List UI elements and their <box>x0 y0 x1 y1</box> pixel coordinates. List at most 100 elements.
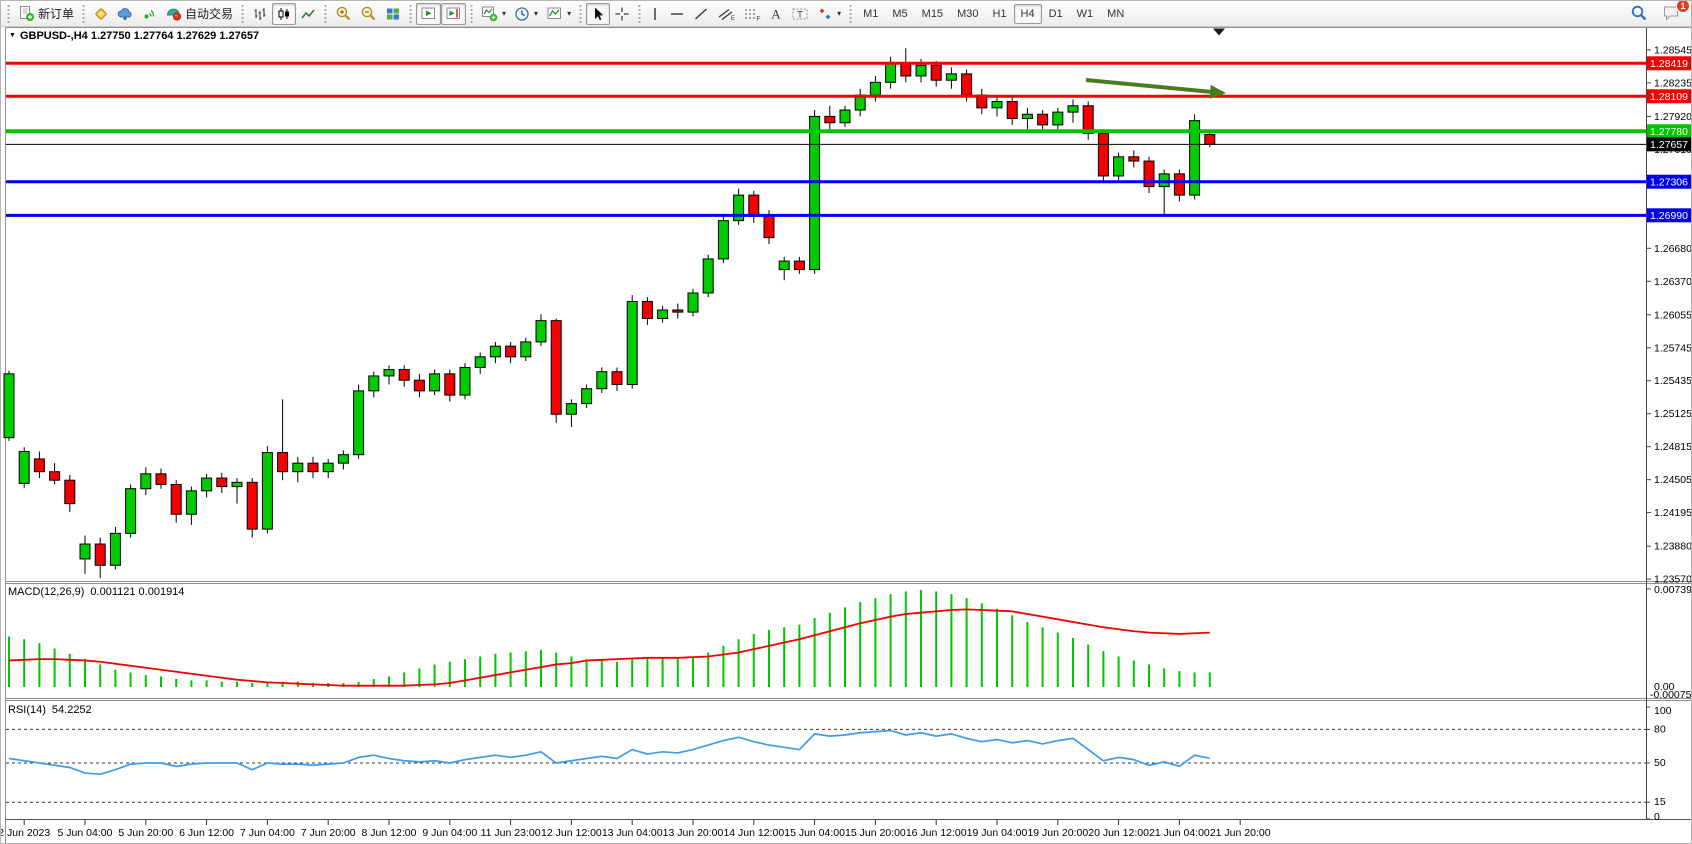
macd-histogram-bar <box>433 664 436 687</box>
candle <box>702 254 714 298</box>
timeframe-mn-button[interactable]: MN <box>1100 4 1131 24</box>
macd-histogram-bar <box>1041 627 1044 687</box>
timeframe-m30-button[interactable]: M30 <box>950 4 985 24</box>
candle-body <box>307 462 319 473</box>
indicators-button[interactable]: ▾ <box>477 3 510 25</box>
trendline-button[interactable] <box>689 3 713 25</box>
macd-histogram-bar <box>555 652 558 687</box>
time-axis[interactable]: 2 Jun 2023 5 Jun 04:00 5 Jun 20:00 6 Jun 12… <box>1 820 1271 839</box>
notification-count-badge: 1 <box>1676 1 1690 13</box>
macd-histogram-bar <box>236 681 238 687</box>
price-axis-drag-zone[interactable] <box>1647 28 1692 819</box>
candle-body <box>292 462 304 473</box>
chevron-down-icon[interactable]: ▾ <box>534 9 539 18</box>
chart-shift-marker[interactable] <box>1213 28 1225 36</box>
candle <box>733 188 745 225</box>
trend-arrow-object[interactable] <box>1085 78 1226 99</box>
candlestick-chart-button[interactable] <box>272 2 297 25</box>
chart-canvas[interactable]: 1.285451.282351.279201.276101.266801.263… <box>1 27 1692 844</box>
symbol-dropdown-icon[interactable]: ▼ <box>9 32 16 39</box>
toolbar-grip <box>469 4 475 23</box>
search-button[interactable] <box>1626 2 1652 24</box>
candle-body <box>444 373 456 396</box>
text-button[interactable]: A <box>765 3 787 25</box>
macd-histogram-bar <box>160 676 162 687</box>
candle <box>277 399 289 481</box>
chart-shift-button[interactable] <box>441 2 467 25</box>
line-chart-button[interactable] <box>296 3 320 25</box>
bar-chart-button[interactable] <box>248 3 272 25</box>
macd-histogram-bar <box>190 680 193 687</box>
price-level-badge-label: 1.28419 <box>1650 58 1688 70</box>
candle <box>520 337 532 362</box>
macd-histogram-bar <box>980 603 983 687</box>
cursor-button[interactable] <box>586 2 611 25</box>
candle-body <box>596 371 608 390</box>
auto-scroll-icon <box>420 5 437 22</box>
price-tick-label: 1.28545 <box>1654 44 1692 56</box>
price-axis[interactable]: 1.285451.282351.279201.276101.266801.263… <box>1646 44 1692 586</box>
signals-button[interactable] <box>137 3 161 25</box>
text-label-button[interactable]: T <box>787 3 813 25</box>
candle <box>246 478 258 538</box>
time-axis-drag-zone[interactable] <box>6 821 1646 843</box>
timeframe-h4-button[interactable]: H4 <box>1013 3 1042 24</box>
macd-histogram-bar <box>889 594 892 687</box>
fibonacci-button[interactable]: F <box>739 3 765 25</box>
candle-body <box>748 194 760 217</box>
vertical-line-button[interactable] <box>645 3 665 25</box>
rsi-name: RSI(14) <box>8 704 46 716</box>
candle-body <box>383 369 395 377</box>
timeframe-m15-button[interactable]: M15 <box>915 4 950 24</box>
timeframe-m5-button[interactable]: M5 <box>885 4 914 24</box>
zoom-in-button[interactable] <box>331 3 356 25</box>
arrows-button[interactable]: ▾ <box>813 3 845 25</box>
auto-scroll-button[interactable] <box>416 2 442 25</box>
price-level-badge <box>1647 89 1691 104</box>
candle-body <box>535 320 547 343</box>
channel-button[interactable]: E <box>713 3 739 25</box>
chevron-down-icon[interactable]: ▾ <box>837 9 842 18</box>
tile-windows-button[interactable] <box>381 3 405 25</box>
zoom-out-button[interactable] <box>356 3 381 25</box>
timeframe-h1-button[interactable]: H1 <box>985 4 1013 24</box>
candle <box>292 456 304 483</box>
price-tick-label: 1.25745 <box>1654 342 1692 354</box>
new-order-button[interactable]: 新订单 <box>14 3 78 25</box>
periods-button[interactable]: ▾ <box>510 3 542 25</box>
search-icon <box>1630 4 1648 22</box>
chart-symbol-period: GBPUSD-,H4 <box>19 30 88 42</box>
rsi-level-label: 50 <box>1654 757 1666 769</box>
candle <box>687 288 699 317</box>
macd-histogram-bar <box>631 659 634 687</box>
candle-body <box>49 471 61 481</box>
time-label: 11 Jun 23:00 <box>481 827 541 839</box>
candle-body <box>869 81 881 96</box>
auto-trading-button[interactable]: 自动交易 <box>161 3 237 25</box>
macd-indicator-label: MACD(12,26,9) 0.001121 0.001914 <box>8 586 184 598</box>
candle <box>717 214 729 264</box>
candle <box>140 467 152 496</box>
macd-histogram-bar <box>129 672 132 687</box>
macd-histogram-bar <box>540 649 542 687</box>
notifications-button[interactable]: 1 <box>1658 1 1690 24</box>
candle-body <box>1173 173 1185 196</box>
candle <box>1189 114 1201 200</box>
timeframe-m1-button[interactable]: M1 <box>856 4 885 24</box>
candle <box>413 373 425 398</box>
crosshair-button[interactable] <box>610 3 634 25</box>
candle-body <box>763 215 775 239</box>
timeframe-d1-button[interactable]: D1 <box>1042 4 1070 24</box>
timeframe-w1-button[interactable]: W1 <box>1070 4 1101 24</box>
time-label: 19 Jun 04:00 <box>967 827 1028 839</box>
templates-button[interactable]: ▾ <box>542 3 575 25</box>
candle-body <box>1006 100 1018 120</box>
horizontal-line-button[interactable] <box>665 3 689 25</box>
community-button[interactable] <box>113 3 137 25</box>
candle <box>3 370 15 441</box>
macd-histogram-bar <box>965 598 968 687</box>
chevron-down-icon[interactable]: ▾ <box>502 9 507 18</box>
metaeditor-button[interactable] <box>89 3 113 25</box>
chevron-down-icon[interactable]: ▾ <box>567 9 572 18</box>
